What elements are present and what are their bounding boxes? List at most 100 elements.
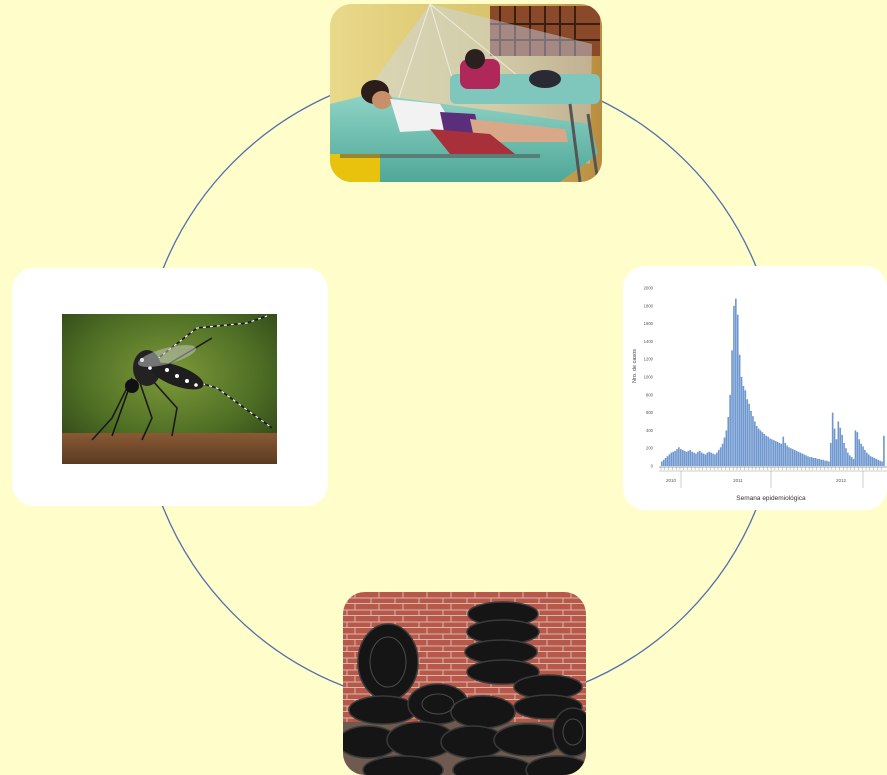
y-tick-label: 800 <box>646 392 654 397</box>
chart-bar <box>860 443 862 466</box>
chart-bar <box>835 439 838 466</box>
chart-bar <box>790 448 792 466</box>
chart-bar <box>704 454 707 466</box>
chart-bar <box>795 450 798 466</box>
chart-bar <box>767 436 769 466</box>
chart-bar <box>782 436 785 466</box>
chart-bar <box>812 457 815 466</box>
chart-bar <box>744 390 747 466</box>
chart-bar <box>788 447 790 466</box>
y-tick-label: 200 <box>646 446 654 451</box>
chart-bar <box>773 440 775 466</box>
x-year-label: 2011 <box>733 478 743 483</box>
chart-bar <box>754 421 756 466</box>
chart-bar <box>702 453 705 466</box>
chart-bar <box>869 456 872 466</box>
chart-bar <box>714 454 716 466</box>
chart-bar <box>681 449 684 466</box>
y-tick-label: 1600 <box>644 321 654 326</box>
chart-bar <box>875 458 878 466</box>
chart-bar <box>712 453 714 466</box>
chart-bar <box>661 461 663 466</box>
chart-bar <box>824 460 826 466</box>
chart-bar <box>752 416 754 466</box>
chart-bar <box>697 451 699 466</box>
chart-bar <box>871 457 874 466</box>
chart-bar <box>740 377 743 466</box>
chart-bar <box>848 455 851 466</box>
chart-bar <box>778 442 781 466</box>
chart-bar <box>757 428 760 466</box>
chart-bar <box>727 417 730 466</box>
chart-bar <box>841 434 843 466</box>
chart-bar <box>873 457 876 466</box>
chart-bar <box>674 450 676 466</box>
chart-bar <box>750 410 752 466</box>
chart-bar <box>858 439 861 466</box>
chart-bar <box>845 448 847 466</box>
chart-bar <box>676 449 678 466</box>
chart-bar <box>731 350 733 466</box>
chart-bar <box>816 458 819 466</box>
hospital-patients-image <box>330 4 602 182</box>
chart-bar <box>698 450 701 466</box>
chart-bar <box>799 452 802 466</box>
chart-bar <box>866 452 868 466</box>
chart-bar <box>678 447 680 466</box>
chart-xlabel: Semana epidemiológica <box>736 495 806 502</box>
chart-bar <box>879 460 881 466</box>
chart-bar <box>664 457 667 466</box>
y-tick-label: 1200 <box>644 357 654 362</box>
chart-bar <box>716 452 718 466</box>
chart-bar <box>797 451 800 466</box>
chart-bar <box>833 428 836 466</box>
chart-bar <box>687 450 690 466</box>
chart-bar <box>733 305 735 466</box>
chart-bar <box>826 460 828 466</box>
y-tick-label: 1000 <box>644 375 654 380</box>
chart-bar <box>831 412 834 466</box>
y-tick-label: 2000 <box>644 286 654 291</box>
chart-bar <box>717 449 720 466</box>
y-tick-label: 600 <box>646 410 654 415</box>
chart-bar <box>828 461 830 466</box>
chart-bar <box>723 437 726 466</box>
chart-bar <box>706 452 709 466</box>
chart-bar <box>700 452 703 466</box>
chart-bar <box>820 459 823 466</box>
chart-bar <box>662 459 665 466</box>
chart-bar <box>854 430 857 466</box>
chart-bar <box>837 421 840 466</box>
chart-bar <box>685 451 688 466</box>
chart-bar <box>839 427 842 466</box>
chart-bar <box>761 432 764 466</box>
chart-bar <box>729 394 731 466</box>
chart-bar <box>810 457 813 466</box>
chart-bar <box>862 446 864 466</box>
chart-bar <box>668 454 671 466</box>
chart-bar <box>666 456 669 466</box>
chart-bar <box>679 449 682 466</box>
chart-bar <box>742 385 745 466</box>
chart-bar <box>883 435 885 466</box>
chart-bar <box>721 443 724 466</box>
chart-bar <box>719 447 722 466</box>
chart-bar <box>746 399 749 466</box>
x-year-label: 2012 <box>836 478 847 483</box>
mosquito-image-card <box>12 268 328 506</box>
chart-bar <box>818 458 821 466</box>
chart-bar <box>776 441 779 466</box>
y-tick-label: 0 <box>651 464 654 469</box>
chart-bar <box>803 454 805 466</box>
chart-bar <box>693 452 695 466</box>
chart-bar <box>691 451 693 466</box>
chart-bar <box>786 445 788 466</box>
chart-bar <box>695 453 697 466</box>
chart-bar <box>807 456 809 466</box>
chart-bar <box>881 461 883 466</box>
chart-bar <box>683 450 686 466</box>
chart-bar <box>850 457 853 466</box>
chart-bar <box>852 458 855 466</box>
chart-bar <box>791 449 794 466</box>
chart-bar <box>784 442 786 466</box>
